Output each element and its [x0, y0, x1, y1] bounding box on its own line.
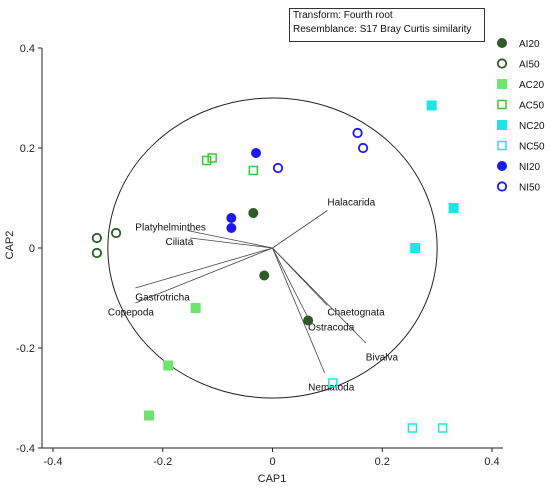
x-tick-label: 0.2: [375, 456, 390, 468]
legend-marker-ai50: [496, 58, 508, 69]
legend-label-ai50: AI50: [519, 60, 540, 71]
y-tick-label: 0.2: [20, 143, 35, 155]
point-ni50: [272, 162, 284, 174]
point-ai50: [91, 247, 102, 259]
transform-info-box: Transform: Fourth root Resemblance: S17 …: [289, 8, 485, 42]
legend-marker-ai20: [497, 38, 507, 48]
legend-label-ni50: NI50: [519, 183, 541, 194]
point-nc50: [437, 423, 448, 433]
correlation-circle: [107, 97, 438, 399]
vector-line: [187, 230, 273, 249]
correlation-circle-outline: [107, 97, 438, 399]
vector-label: Chaetognata: [327, 308, 385, 319]
point-nc50: [407, 423, 418, 433]
legend-label-ac20: AC20: [519, 80, 544, 91]
data-points: [91, 100, 459, 433]
legend-label-ni20: NI20: [519, 162, 541, 173]
resemblance-label: Resemblance: S17 Bray Curtis similarity: [293, 24, 472, 35]
tick-labels: -0.4 -0.2 0 0.2 0.4 -0.4 -0.2 0 0.2 0.4: [16, 43, 500, 468]
y-axis-label: CAP2: [4, 231, 16, 260]
point-ni20: [226, 223, 237, 233]
x-tick-label: 0: [269, 456, 275, 468]
y-tick-label: 0: [29, 243, 35, 255]
vector-line: [272, 247, 309, 319]
point-ac50: [207, 153, 217, 163]
point-nc50: [328, 378, 338, 388]
vector-line: [135, 247, 273, 304]
point-ai50: [91, 232, 102, 244]
point-ni50: [357, 142, 369, 154]
vector-label: Gastrotricha: [135, 293, 190, 304]
vector-line: [272, 210, 328, 249]
transform-label: Transform: Fourth root: [293, 10, 393, 21]
vector-line: [272, 247, 367, 344]
legend-label-ac50: AC50: [519, 101, 544, 112]
point-ai20: [303, 315, 314, 326]
point-ai50: [110, 227, 122, 239]
vector-line: [135, 247, 273, 289]
point-nc20: [448, 203, 459, 213]
vector-label: Nematoda: [308, 383, 355, 394]
legend-label-nc50: NC50: [519, 142, 545, 153]
legend-marker-ac20: [497, 79, 507, 89]
point-ac20: [163, 360, 174, 371]
y-tick-label: 0.4: [20, 43, 35, 55]
x-tick-label: -0.2: [153, 456, 172, 468]
x-axis-label: CAP1: [258, 473, 287, 485]
point-ni20: [226, 213, 237, 223]
y-tick-label: -0.2: [16, 343, 35, 355]
legend-marker-nc50: [497, 140, 507, 151]
point-ac50: [201, 155, 212, 166]
vector-label: Platyhelminthes: [135, 223, 206, 234]
legend-marker-ni20: [497, 161, 507, 171]
vector-line: [272, 247, 326, 374]
vector-label: Copepoda: [108, 308, 155, 319]
vectors: Halacarida Platyhelminthes Ciliata Gastrotr…: [108, 198, 399, 394]
legend-marker-ni50: [496, 181, 508, 192]
vector-label: Ciliata: [165, 237, 193, 248]
point-ac20: [144, 410, 155, 421]
vector-line: [190, 237, 273, 249]
point-ac20: [190, 303, 201, 313]
legend-label-nc20: NC20: [519, 121, 545, 132]
point-nc20: [410, 243, 421, 253]
point-nc20: [426, 100, 437, 111]
x-tick-label: -0.4: [43, 456, 62, 468]
legend-marker-nc20: [497, 120, 507, 130]
vector-label: Halacarida: [327, 198, 375, 209]
x-tick-label: 0.4: [484, 456, 499, 468]
point-ai20: [248, 208, 259, 218]
point-ni50: [352, 127, 363, 139]
point-ai20: [259, 270, 270, 281]
point-ni20: [251, 148, 262, 158]
vector-label: Ostracoda: [308, 323, 355, 334]
vector-label: Bivalva: [366, 353, 399, 364]
legend-label-ai20: AI20: [519, 39, 540, 50]
point-ac50: [248, 165, 259, 176]
y-tick-label: -0.4: [16, 443, 35, 455]
legend-marker-ac50: [497, 99, 507, 110]
legend: AI20 AI50 AC20 AC50 NC20 NC50 NI20 NI50: [496, 38, 545, 194]
